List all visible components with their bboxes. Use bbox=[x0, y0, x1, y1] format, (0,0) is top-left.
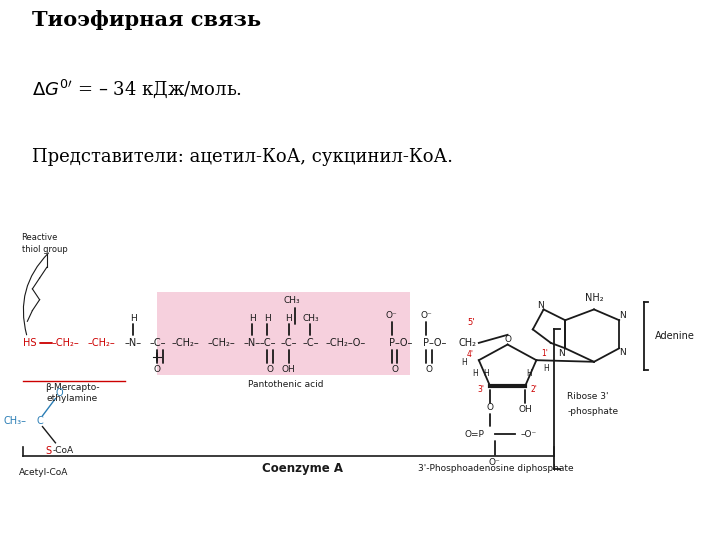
Text: H: H bbox=[264, 314, 271, 322]
Text: H: H bbox=[248, 314, 256, 322]
Text: –CH₂–: –CH₂– bbox=[52, 338, 80, 348]
Text: –CH₂–O–: –CH₂–O– bbox=[325, 338, 366, 348]
Text: H: H bbox=[130, 314, 137, 322]
Text: ethylamine: ethylamine bbox=[46, 394, 98, 403]
Text: C: C bbox=[36, 416, 43, 426]
Text: 3': 3' bbox=[477, 386, 485, 394]
Text: H: H bbox=[544, 364, 549, 373]
Text: –CH₂–: –CH₂– bbox=[88, 338, 116, 348]
Text: CH₃: CH₃ bbox=[283, 296, 300, 305]
Text: Ribose 3': Ribose 3' bbox=[567, 392, 609, 401]
Text: H: H bbox=[526, 369, 532, 378]
Text: –CH₂–: –CH₂– bbox=[207, 338, 235, 348]
Text: O: O bbox=[56, 388, 63, 398]
Text: 3'-Phosphoadenosine diphosphate: 3'-Phosphoadenosine diphosphate bbox=[418, 464, 573, 472]
Text: Pantothenic acid: Pantothenic acid bbox=[248, 380, 323, 389]
Text: O: O bbox=[426, 366, 433, 374]
Text: CH₃–: CH₃– bbox=[4, 416, 27, 426]
Text: Adenine: Adenine bbox=[655, 331, 695, 341]
Text: HS: HS bbox=[23, 338, 37, 348]
Text: 4': 4' bbox=[467, 350, 474, 359]
Text: O: O bbox=[504, 335, 511, 343]
Text: N: N bbox=[536, 301, 544, 309]
Text: –N–: –N– bbox=[243, 338, 261, 348]
Text: –C–: –C– bbox=[259, 338, 276, 348]
Text: Reactive: Reactive bbox=[22, 233, 58, 242]
Text: –C–: –C– bbox=[302, 338, 319, 348]
Text: –CH₂–: –CH₂– bbox=[171, 338, 199, 348]
Text: 1': 1' bbox=[541, 349, 549, 358]
Text: P–O–: P–O– bbox=[389, 338, 412, 348]
Text: NH₂: NH₂ bbox=[585, 293, 603, 302]
Text: OH: OH bbox=[282, 366, 296, 374]
Text: $\Delta G^{0\prime}$ = – 34 кДж/моль.: $\Delta G^{0\prime}$ = – 34 кДж/моль. bbox=[32, 78, 243, 100]
Text: O⁻: O⁻ bbox=[386, 312, 397, 320]
Text: –N–: –N– bbox=[125, 338, 142, 348]
Text: –O⁻: –O⁻ bbox=[520, 430, 536, 438]
Text: -phosphate: -phosphate bbox=[567, 407, 618, 416]
Text: 2': 2' bbox=[531, 386, 537, 394]
Text: N: N bbox=[558, 349, 565, 358]
Text: Тиоэфирная связь: Тиоэфирная связь bbox=[32, 10, 261, 30]
Text: β-Mercapto-: β-Mercapto- bbox=[45, 383, 99, 392]
Text: OH: OH bbox=[518, 405, 532, 414]
Text: CH₃: CH₃ bbox=[302, 314, 319, 322]
Text: O=P: O=P bbox=[464, 430, 485, 438]
Text: O⁻: O⁻ bbox=[420, 312, 432, 320]
Text: –C–: –C– bbox=[149, 338, 166, 348]
Text: H: H bbox=[472, 369, 478, 378]
Text: Представители: ацетил-КоА, сукцинил-КоА.: Представители: ацетил-КоА, сукцинил-КоА. bbox=[32, 148, 454, 166]
Text: Acetyl-CoA: Acetyl-CoA bbox=[19, 468, 68, 477]
Text: H: H bbox=[285, 314, 292, 322]
Text: O: O bbox=[486, 403, 493, 411]
Text: –C–: –C– bbox=[281, 338, 297, 348]
Text: O⁻: O⁻ bbox=[489, 458, 500, 467]
Text: H: H bbox=[462, 359, 467, 367]
Text: N: N bbox=[619, 312, 626, 320]
Text: O: O bbox=[391, 366, 398, 374]
Text: thiol group: thiol group bbox=[22, 245, 68, 254]
Text: O: O bbox=[153, 366, 161, 374]
Bar bbox=[157, 292, 410, 375]
Text: S: S bbox=[45, 446, 51, 456]
Text: N: N bbox=[619, 348, 626, 357]
Text: -CoA: -CoA bbox=[52, 447, 73, 455]
Text: P–O–: P–O– bbox=[423, 338, 446, 348]
Text: Coenzyme A: Coenzyme A bbox=[262, 462, 343, 475]
Text: 5': 5' bbox=[467, 318, 474, 327]
Text: O: O bbox=[266, 366, 274, 374]
Text: CH₂: CH₂ bbox=[459, 338, 477, 348]
Text: H: H bbox=[483, 369, 489, 378]
